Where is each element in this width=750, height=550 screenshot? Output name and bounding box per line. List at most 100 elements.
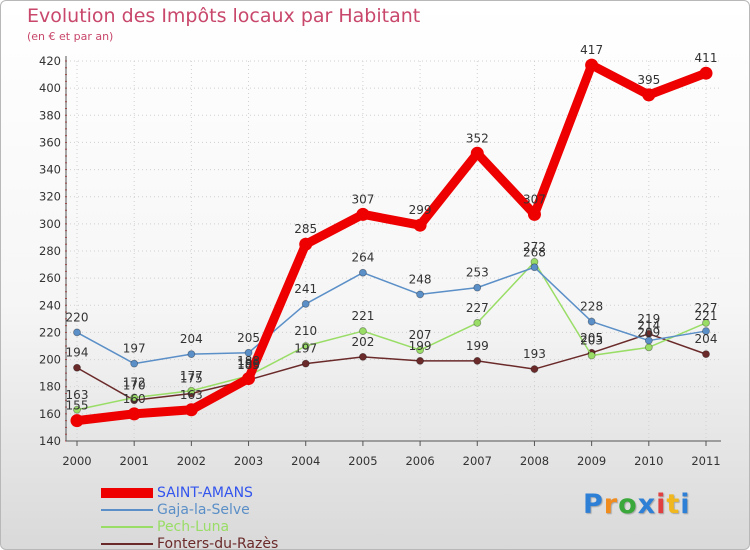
data-label: 299 xyxy=(409,203,432,217)
x-tick-label: 2001 xyxy=(120,454,149,468)
y-tick-label: 360 xyxy=(39,135,61,149)
data-point xyxy=(359,352,367,361)
data-label: 210 xyxy=(294,324,317,338)
data-label: 185 xyxy=(237,358,260,372)
logo-letter: i xyxy=(680,489,691,520)
x-tick-label: 2004 xyxy=(291,454,320,468)
data-label: 220 xyxy=(66,310,89,324)
data-label: 205 xyxy=(237,331,260,345)
logo-letter: t xyxy=(666,489,681,520)
data-label: 268 xyxy=(523,245,546,259)
data-point xyxy=(587,317,596,326)
data-point xyxy=(301,300,310,308)
data-point xyxy=(130,393,139,402)
legend-swatch xyxy=(101,509,153,511)
data-label: 163 xyxy=(180,388,203,402)
data-label: 209 xyxy=(637,325,660,339)
data-label: 197 xyxy=(123,342,146,356)
y-tick-label: 420 xyxy=(39,54,61,68)
data-label: 202 xyxy=(351,335,374,349)
logo-letter: o xyxy=(618,489,638,520)
data-point xyxy=(73,405,81,414)
axes: 140 160 180 200 220 240 260 280 300 320 340 360 380 4… xyxy=(39,54,721,468)
data-label: 221 xyxy=(351,309,374,323)
data-label: 219 xyxy=(637,312,660,326)
data-label: 204 xyxy=(180,332,203,346)
data-label: 241 xyxy=(294,282,317,296)
data-point xyxy=(699,66,713,80)
data-point xyxy=(244,348,253,357)
x-tick-label: 2006 xyxy=(405,454,434,468)
y-tick-label: 220 xyxy=(39,325,61,339)
data-label: 186 xyxy=(237,357,260,371)
data-point xyxy=(642,88,656,102)
data-label: 163 xyxy=(66,388,89,402)
data-label: 417 xyxy=(580,43,603,57)
data-label: 205 xyxy=(580,331,603,345)
data-label: 203 xyxy=(580,334,603,348)
data-label: 193 xyxy=(523,347,546,361)
data-point xyxy=(242,372,256,386)
y-tick-label: 280 xyxy=(39,244,61,258)
logo-letter: P xyxy=(583,489,604,520)
data-point xyxy=(130,359,139,368)
y-tick-label: 180 xyxy=(39,380,61,394)
data-label: 221 xyxy=(695,309,718,323)
data-point xyxy=(184,403,198,417)
data-point xyxy=(187,350,196,359)
x-tick-label: 2007 xyxy=(463,454,492,468)
grid-lines xyxy=(66,60,721,441)
data-label: 227 xyxy=(695,301,718,315)
y-tick-label: 140 xyxy=(39,434,61,448)
legend-label: Fonters-du-Razès xyxy=(157,536,279,550)
data-label: 170 xyxy=(123,378,146,392)
data-point xyxy=(530,263,539,272)
data-point xyxy=(301,342,310,350)
data-label: 248 xyxy=(409,272,432,286)
y-tick-label: 380 xyxy=(39,108,61,122)
data-label: 160 xyxy=(123,392,146,406)
y-tick-label: 160 xyxy=(39,407,61,421)
y-tick-label: 340 xyxy=(39,163,61,177)
y-tick-label: 260 xyxy=(39,271,61,285)
data-label: 307 xyxy=(523,192,546,206)
y-tick-label: 320 xyxy=(39,190,61,204)
data-point xyxy=(299,237,313,251)
data-label: 352 xyxy=(466,131,489,145)
x-tick-label: 2009 xyxy=(577,454,606,468)
data-label: 411 xyxy=(695,51,718,65)
legend-swatch xyxy=(101,488,153,498)
chart-title: Evolution des Impôts locaux par Habitant xyxy=(27,5,421,27)
series-line-saint-amans xyxy=(72,60,711,426)
data-label: 204 xyxy=(695,332,718,346)
data-label: 228 xyxy=(580,300,603,314)
data-point xyxy=(470,146,484,160)
x-tick-label: 2008 xyxy=(520,454,549,468)
data-point xyxy=(702,327,710,335)
data-label: 177 xyxy=(180,369,203,383)
legend-label: Pech-Luna xyxy=(157,519,230,535)
data-point xyxy=(530,365,539,373)
data-label: 188 xyxy=(237,354,260,368)
data-point xyxy=(473,357,482,365)
data-point xyxy=(473,283,482,292)
data-point xyxy=(73,363,81,372)
data-point xyxy=(416,357,424,365)
data-point xyxy=(127,407,141,421)
data-label: 253 xyxy=(466,266,489,280)
data-label: 307 xyxy=(351,192,374,206)
logo-letter: x xyxy=(637,489,657,520)
data-label: 155 xyxy=(66,399,89,413)
y-tick-label: 240 xyxy=(39,298,61,312)
data-label: 272 xyxy=(523,240,546,254)
data-point xyxy=(702,319,710,327)
series-line-fonters-du-raz-s xyxy=(76,333,707,402)
data-point xyxy=(416,346,424,354)
proxiti-logo: Proxiti xyxy=(583,489,691,520)
data-label: 214 xyxy=(637,319,660,333)
data-point xyxy=(187,386,196,395)
data-point xyxy=(587,351,596,360)
data-point xyxy=(644,336,653,345)
